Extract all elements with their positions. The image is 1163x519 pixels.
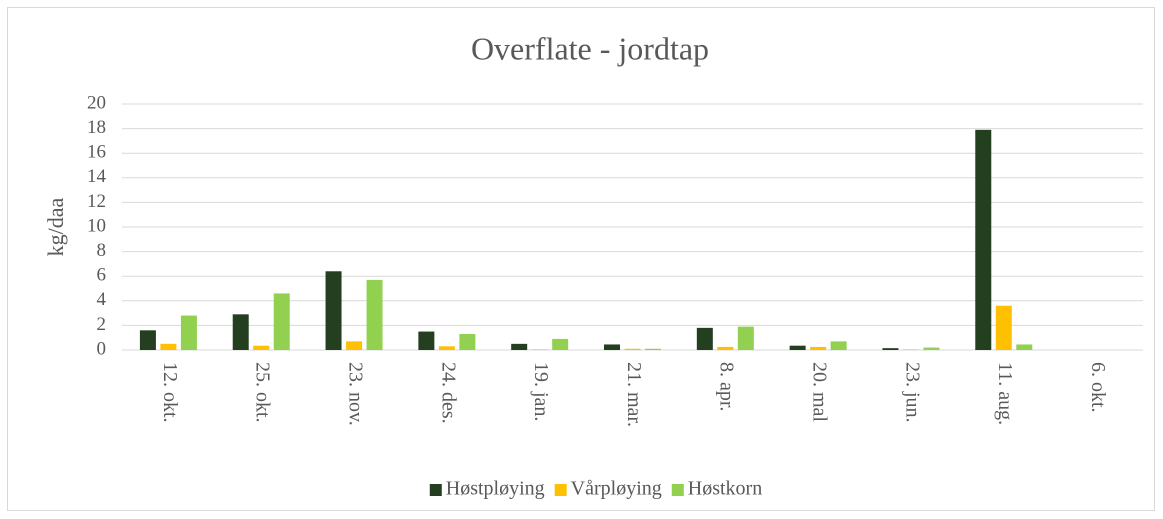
y-tick-label: 18 — [87, 117, 106, 138]
y-tick-label: 16 — [87, 142, 106, 163]
bar — [624, 348, 641, 350]
bar — [902, 349, 919, 350]
chart-frame — [7, 7, 1155, 511]
x-tick-label: 19. jan. — [530, 362, 552, 421]
x-tick-label: 12. okt. — [159, 362, 181, 423]
y-tick-label: 20 — [87, 92, 106, 113]
y-tick-label: 2 — [97, 314, 107, 335]
x-tick-label: 21. mar. — [623, 362, 645, 427]
bar — [645, 348, 661, 350]
chart-title: Overflate - jordtap — [471, 30, 709, 66]
x-tick-label: 6. okt. — [1087, 362, 1109, 413]
bar — [830, 341, 847, 350]
bar — [438, 346, 455, 350]
bar — [789, 345, 806, 350]
y-tick-label: 0 — [97, 338, 107, 359]
bar — [160, 343, 177, 350]
bar — [346, 341, 363, 350]
x-tick-label: 11. aug. — [994, 362, 1016, 425]
bar — [511, 343, 528, 350]
bar — [273, 293, 290, 350]
y-tick-label: 14 — [87, 166, 107, 187]
bar — [1016, 344, 1033, 350]
x-tick-label: 24. des. — [437, 362, 459, 424]
bar — [975, 129, 992, 350]
y-tick-label: 12 — [87, 191, 106, 212]
legend-label: Høstkorn — [688, 478, 762, 500]
bar — [418, 331, 435, 350]
bar — [459, 334, 476, 350]
bar — [995, 305, 1012, 350]
bar — [717, 346, 734, 350]
legend-swatch — [671, 484, 684, 496]
bar — [325, 271, 342, 350]
legend-label: Vårpløying — [571, 478, 662, 500]
bar — [531, 349, 548, 350]
y-tick-label: 4 — [97, 289, 107, 310]
bar — [923, 347, 940, 350]
bar — [552, 338, 569, 350]
bar — [696, 327, 713, 350]
bar — [882, 348, 899, 350]
y-axis-label: kg/daa — [43, 197, 68, 256]
legend-swatch — [429, 484, 442, 496]
x-tick-label: 23. jun. — [901, 362, 923, 423]
legend-label: Høstpløying — [446, 478, 545, 500]
y-tick-label: 6 — [97, 265, 107, 286]
bar — [139, 330, 156, 350]
y-tick-label: 8 — [97, 240, 107, 261]
bar — [604, 344, 620, 350]
x-tick-label: 25. okt. — [252, 362, 274, 423]
x-tick-label: 8. apr. — [716, 362, 738, 411]
bar — [253, 345, 270, 350]
bar — [232, 314, 249, 350]
bar — [810, 346, 827, 350]
legend-swatch — [554, 484, 567, 496]
bar — [737, 326, 754, 350]
y-tick-label: 10 — [87, 215, 106, 236]
x-tick-label: 20. mal — [809, 362, 831, 422]
bar — [180, 315, 197, 350]
x-tick-label: 23. nov. — [344, 362, 366, 426]
bar — [366, 279, 383, 350]
